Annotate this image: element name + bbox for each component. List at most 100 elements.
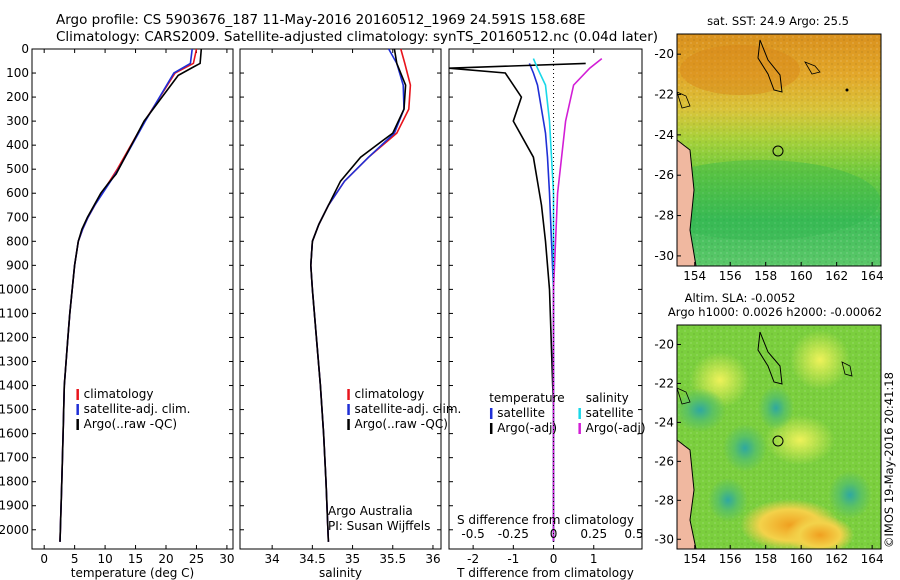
s-axis-label: S difference from climatology [457,513,634,527]
map-x-tick-label: 154 [683,552,706,566]
map-y-tick-label: -30 [654,249,674,263]
x-tick-label: 30 [219,552,234,566]
x-tick-label: 0 [550,552,558,566]
x-tick-label: 15 [128,552,143,566]
map-y-tick-label: -26 [654,454,674,468]
series-line-temperature-argo-adj- [448,62,586,542]
x-axis-label: salinity [319,566,362,580]
legend-label: satellite-adj. clim. [84,402,191,416]
legend-title: temperature [489,391,564,405]
legend-label: Argo(..raw -QC) [355,417,448,431]
argo-position-marker-sla [772,435,784,447]
x-axis-label: temperature (deg C) [71,566,194,580]
legend-label: Argo(-adj) [497,421,557,435]
series-line-argo-raw-qc- [59,48,203,542]
y-tick-label: 1200 [0,330,29,344]
map-y-tick-label: -28 [654,209,674,223]
profile-panel-temperature: 0100200300400500600700800900100011001200… [0,42,235,580]
map-x-tick-label: 158 [754,269,777,283]
imos-credit: ©IMOS 19-May-2016 20:41:18 [882,372,896,548]
x-tick-label: 34 [265,552,280,566]
x-tick-label: 25 [189,552,204,566]
sst-map-title: sat. SST: 24.9 Argo: 25.5 [707,14,849,28]
x-tick-label: 0 [40,552,48,566]
map-x-tick-label: 164 [861,269,884,283]
y-tick-label: 900 [6,258,29,272]
legend-label: Argo(..raw -QC) [84,417,177,431]
legend-label: climatology [84,387,154,401]
map-y-tick-label: -28 [654,493,674,507]
s-tick-label: 0 [550,527,558,541]
y-tick-label: 0 [21,42,29,56]
sla-map-subtitle: Argo h1000: 0.0026 h2000: -0.00062 [668,305,882,319]
x-tick-label: 35 [345,552,360,566]
plot-frame [31,48,234,550]
x-tick-label: 34.5 [299,552,326,566]
y-tick-label: 1900 [0,499,29,513]
y-tick-label: 1500 [0,403,29,417]
x-tick-label: 5 [71,552,79,566]
annotation-line: Argo Australia [328,504,413,518]
climatology-title: Climatology: CARS2009. Satellite-adjuste… [56,29,659,45]
series-line-salinity-argo-adj- [552,57,603,542]
map-x-tick-label: 160 [790,269,813,283]
y-tick-label: 2000 [0,523,29,537]
x-tick-label: 1 [590,552,598,566]
series-line-satellite-adj-clim- [59,48,193,542]
map-x-tick-label: 162 [825,269,848,283]
legend-title: salinity [586,391,629,405]
y-tick-label: 1800 [0,475,29,489]
series-line-climatology [59,48,198,542]
y-tick-label: 1600 [0,427,29,441]
sla-map-title: Altim. SLA: -0.0052 [685,291,796,305]
s-tick-label: -0.25 [498,527,529,541]
y-tick-label: 1100 [0,306,29,320]
map-x-tick-label: 160 [790,552,813,566]
map-y-tick-label: -22 [654,88,674,102]
y-tick-label: 700 [6,210,29,224]
legend-label: satellite [586,406,634,420]
s-tick-label: -0.5 [461,527,484,541]
map-y-tick-label: -22 [654,376,674,390]
s-tick-label: 0.5 [624,527,643,541]
y-tick-label: 500 [6,162,29,176]
map-y-tick-label: -20 [654,47,674,61]
y-tick-label: 300 [6,114,29,128]
map-x-tick-label: 158 [754,552,777,566]
y-tick-label: 1000 [0,282,29,296]
x-tick-label: -2 [467,552,479,566]
map-y-tick-label: -24 [654,128,674,142]
map-x-tick-label: 156 [719,269,742,283]
x-tick-label: -1 [507,552,519,566]
y-tick-label: 1700 [0,451,29,465]
y-tick-label: 100 [6,66,29,80]
map-y-tick-label: -30 [654,532,674,546]
profile-panels: 0100200300400500600700800900100011001200… [0,42,646,580]
profile-panel-difference: -2 -1 0 1T difference from climatology -0.5-… [448,48,646,580]
y-tick-label: 200 [6,90,29,104]
map-x-tick-label: 156 [719,552,742,566]
y-tick-label: 1300 [0,355,29,369]
sla-map: Altim. SLA: -0.0052 Argo h1000: 0.0026 h… [654,291,883,566]
legend-label: satellite [497,406,545,420]
x-tick-label: 10 [97,552,112,566]
argo-position-marker [772,145,784,157]
map-y-tick-label: -24 [654,415,674,429]
map-y-tick-label: -26 [654,168,674,182]
y-tick-label: 600 [6,186,29,200]
legend-label: Argo(-adj) [586,421,646,435]
legend-label: climatology [355,387,425,401]
x-tick-label: 35.5 [379,552,406,566]
map-x-tick-label: 162 [825,552,848,566]
plot-frame [239,48,442,550]
y-tick-label: 1400 [0,379,29,393]
series-line-argo-raw-qc- [309,48,407,542]
map-x-tick-label: 154 [683,269,706,283]
sst-map: sat. SST: 24.9 Argo: 25.5 154 156 158 160 16… [654,14,884,283]
y-tick-label: 800 [6,234,29,248]
profile-title: Argo profile: CS 5903676_187 11-May-2016… [56,12,586,28]
y-tick-label: 400 [6,138,29,152]
s-tick-label: 0.25 [580,527,607,541]
annotation-line: PI: Susan Wijffels [328,519,430,533]
